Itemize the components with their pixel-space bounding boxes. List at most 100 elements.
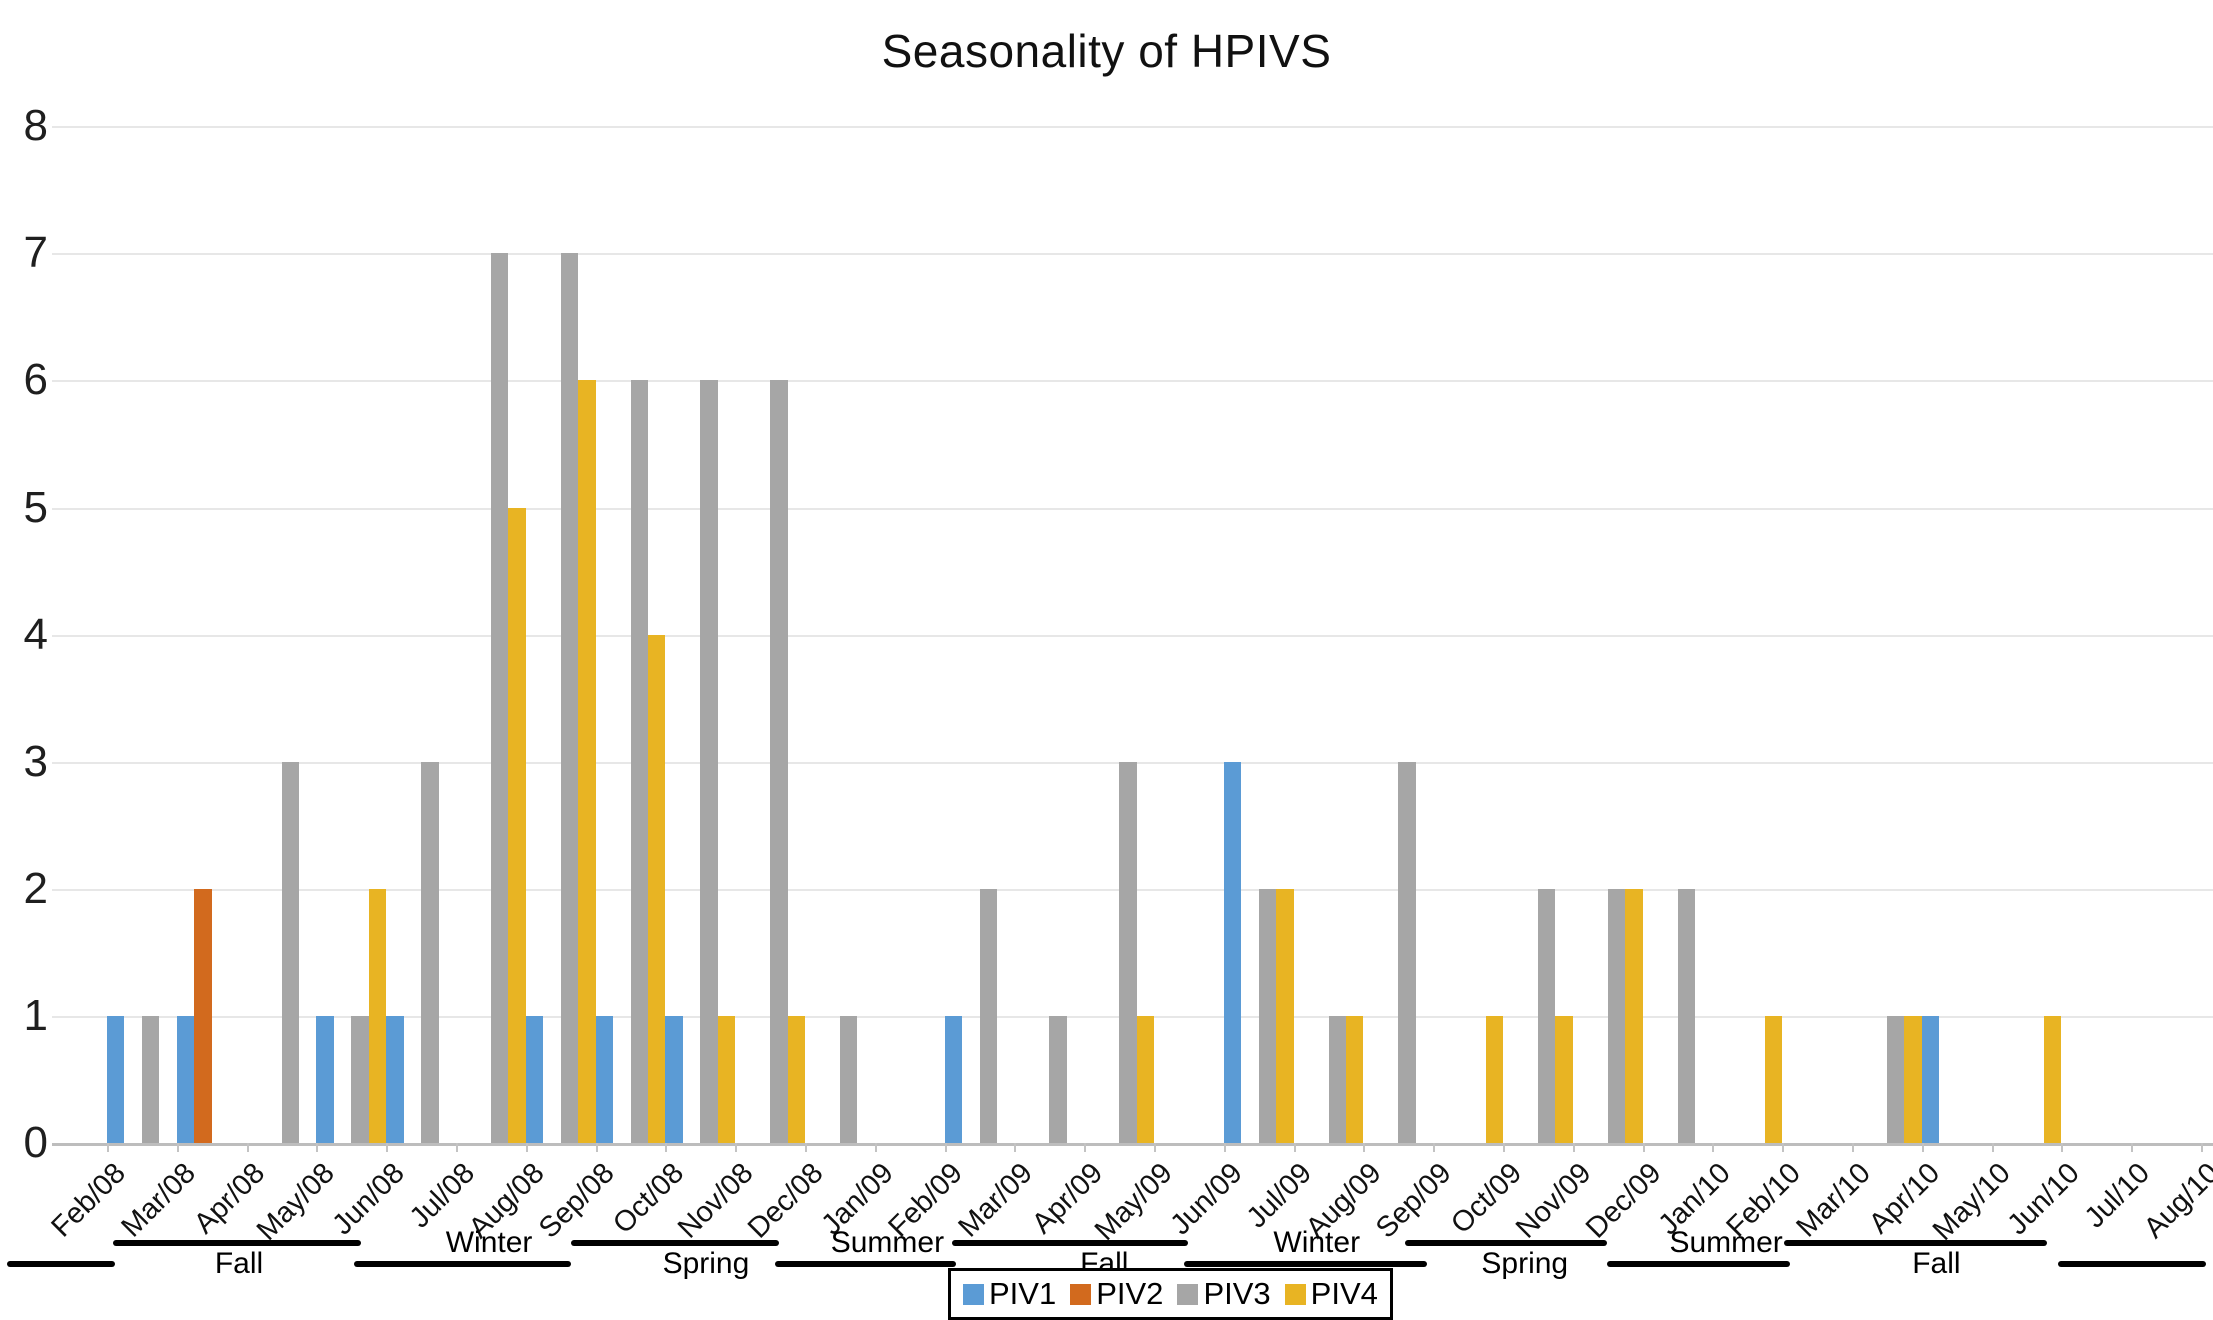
bar-piv1-Apr-10: [1921, 1015, 1940, 1143]
axis-tick: [1782, 1143, 1785, 1152]
bar-piv3-Jun-09: [1258, 888, 1277, 1143]
x-tick-label: Feb/08: [45, 1157, 132, 1244]
season-line-spring: [1405, 1240, 1607, 1246]
axis-tick: [805, 1143, 807, 1152]
season-label-spring: Spring: [1481, 1247, 1569, 1280]
x-tick-label: Dec/08: [742, 1157, 830, 1245]
legend-swatch-piv3: [1177, 1283, 1199, 1305]
axis-tick: [1293, 1143, 1296, 1152]
season-line-spring: [570, 1240, 779, 1246]
bar-piv1-Sep-08: [595, 1015, 614, 1143]
y-tick-label: 4: [23, 609, 48, 659]
bar-piv1-Oct-08: [665, 1015, 683, 1143]
x-tick-label: Mar/10: [1790, 1157, 1877, 1244]
season-line-winter: [354, 1261, 571, 1267]
season-line: [2058, 1261, 2207, 1267]
x-tick-label: Mar/09: [952, 1157, 1040, 1244]
axis-tick: [107, 1143, 109, 1152]
x-tick-label: Jun/10: [2001, 1157, 2087, 1242]
season-label-fall: Fall: [214, 1247, 264, 1280]
x-tick-label: Aug/10: [2138, 1157, 2213, 1245]
season-line-fall: [1783, 1240, 2048, 1246]
axis-tick: [1154, 1143, 1156, 1152]
bar-piv3-May-08: [351, 1015, 369, 1143]
bar-piv3-Jul-08: [490, 253, 509, 1143]
axis-tick: [2201, 1143, 2203, 1152]
bar-piv1-Mar-08: [176, 1015, 195, 1143]
gridline: [52, 634, 2213, 637]
season-label-fall: Fall: [1912, 1247, 1961, 1280]
bar-piv4-Jan-10: [1764, 1015, 1783, 1143]
axis-tick: [1363, 1143, 1366, 1152]
axis-tick: [1433, 1143, 1436, 1152]
bar-piv1-Jun-08: [386, 1015, 404, 1143]
axis-tick: [2061, 1143, 2064, 1152]
bar-piv4-Apr-09: [1136, 1015, 1154, 1143]
bar-piv3-Oct-09: [1537, 888, 1556, 1143]
season-line-fall: [112, 1240, 361, 1246]
bar-piv2-Mar-08: [194, 888, 212, 1143]
season-label-spring: Spring: [662, 1247, 750, 1280]
gridline: [52, 507, 2213, 510]
bar-piv4-Mar-10: [1904, 1015, 1922, 1143]
y-tick-label: 6: [23, 355, 48, 405]
legend-swatch-piv2: [1070, 1283, 1092, 1305]
bar-piv4-Aug-08: [578, 380, 596, 1143]
legend-label-piv4: PIV4: [1310, 1276, 1378, 1311]
x-tick-label: Jun/09: [1164, 1157, 1249, 1242]
bar-piv1-Jun-09: [1223, 761, 1242, 1143]
axis-tick: [1503, 1143, 1505, 1152]
season-line-winter: [1183, 1261, 1428, 1267]
axis-tick: [386, 1143, 389, 1152]
x-tick-label: May/08: [251, 1157, 342, 1247]
bar-piv3-Nov-08: [770, 380, 788, 1143]
x-tick-label: Mar/08: [114, 1157, 202, 1244]
season-line-summer: [774, 1261, 956, 1267]
chart-title: Seasonality of HPIVS: [881, 25, 1332, 77]
bar-piv1-May-08: [316, 1015, 334, 1143]
legend-swatch-piv1: [963, 1283, 984, 1305]
axis-tick: [456, 1143, 458, 1152]
bar-piv3-Dec-09: [1677, 888, 1695, 1143]
axis-tick: [874, 1143, 877, 1152]
bar-piv4-May-08: [368, 888, 387, 1143]
bar-piv3-Mar-09: [1049, 1015, 1067, 1143]
season-label-summer: Summer: [1669, 1226, 1783, 1259]
bar-piv4-Sep-09: [1485, 1015, 1503, 1143]
season-label-winter: Winter: [1273, 1226, 1361, 1259]
gridline: [52, 380, 2213, 383]
axis-tick: [2131, 1143, 2134, 1152]
x-axis-line: [52, 1143, 2213, 1146]
bar-piv4-Oct-09: [1555, 1015, 1573, 1143]
bar-piv3-Oct-08: [700, 380, 718, 1143]
axis-tick: [1642, 1143, 1645, 1152]
bar-piv3-Sep-08: [630, 380, 648, 1143]
legend-item-piv3: PIV3: [1177, 1276, 1271, 1312]
season-line: [6, 1261, 116, 1267]
axis-tick: [1991, 1143, 1994, 1152]
y-tick-label: 1: [23, 990, 48, 1040]
y-tick-label: 2: [23, 863, 48, 913]
bar-piv3-Mar-10: [1886, 1015, 1905, 1143]
legend-label-piv2: PIV2: [1096, 1276, 1164, 1311]
legend-swatch-piv4: [1284, 1283, 1306, 1305]
bar-piv1-Feb-09: [944, 1015, 963, 1143]
bar-piv4-Jun-09: [1276, 888, 1294, 1143]
bar-piv1-Feb-08: [107, 1015, 125, 1143]
axis-tick: [944, 1143, 947, 1152]
axis-tick: [1014, 1143, 1017, 1152]
x-tick-label: May/09: [1088, 1157, 1179, 1247]
axis-tick: [246, 1143, 249, 1152]
bar-piv4-Oct-08: [717, 1015, 736, 1143]
axis-tick: [665, 1143, 668, 1152]
x-tick-label: Nov/08: [672, 1157, 760, 1245]
bar-piv3-Feb-09: [979, 888, 997, 1143]
x-tick-label: May/10: [1926, 1157, 2017, 1247]
axis-tick: [1921, 1143, 1924, 1152]
season-label-summer: Summer: [830, 1226, 945, 1259]
legend-item-piv2: PIV2: [1070, 1276, 1163, 1312]
bar-piv4-Jul-09: [1345, 1015, 1364, 1143]
x-tick-label: Jun/08: [326, 1157, 411, 1242]
season-line-summer: [1606, 1261, 1791, 1267]
